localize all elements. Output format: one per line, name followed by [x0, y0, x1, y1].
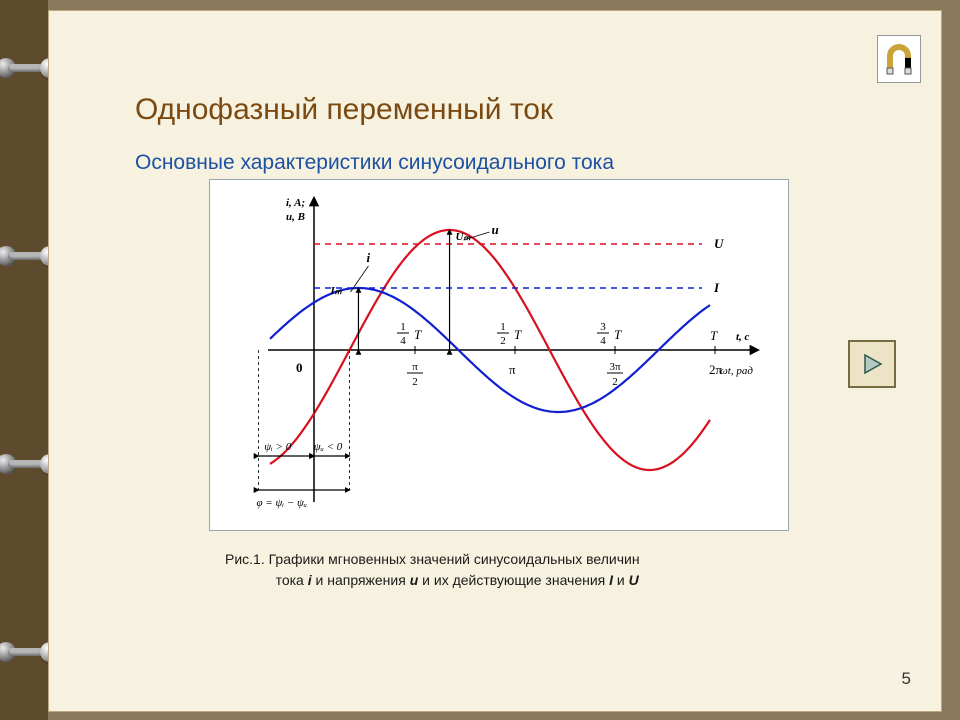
home-button[interactable] — [877, 35, 921, 83]
caption-u: u — [410, 572, 419, 588]
svg-text:T: T — [710, 328, 718, 343]
binder-ring — [0, 440, 48, 488]
page-number: 5 — [902, 669, 911, 689]
binder-ring — [0, 628, 48, 676]
binder-ring — [0, 232, 48, 280]
svg-text:3: 3 — [600, 321, 606, 333]
svg-text:ψᵢ > 0: ψᵢ > 0 — [264, 441, 291, 453]
svg-text:4: 4 — [400, 335, 406, 347]
svg-text:ψᵤ < 0: ψᵤ < 0 — [314, 441, 343, 453]
svg-text:Uₘ: Uₘ — [456, 231, 472, 243]
caption-l2a: тока — [276, 572, 308, 588]
sinusoid-chart: i, A;u, В014T12T34TTπ2π3π22πt, сωt, радU… — [209, 179, 789, 531]
svg-text:0: 0 — [296, 360, 303, 375]
svg-text:4: 4 — [600, 335, 606, 347]
svg-text:T: T — [414, 327, 422, 342]
svg-text:u, В: u, В — [286, 211, 305, 223]
binder-ring — [0, 44, 48, 92]
caption-prefix: Рис.1. — [225, 551, 269, 567]
play-icon — [859, 351, 885, 377]
svg-text:U: U — [714, 236, 724, 251]
svg-text:2: 2 — [412, 376, 418, 388]
svg-text:i, A;: i, A; — [286, 197, 305, 209]
binder-strip — [0, 0, 48, 720]
svg-text:T: T — [614, 327, 622, 342]
caption-line1: Графики мгновенных значений синусоидальн… — [269, 551, 640, 567]
caption-l2b: и напряжения — [312, 572, 410, 588]
page-title: Однофазный переменный ток — [135, 93, 553, 127]
figure-caption: Рис.1. Графики мгновенных значений синус… — [225, 549, 785, 591]
svg-text:u: u — [492, 222, 499, 237]
page-subtitle: Основные характеристики синусоидального … — [135, 151, 614, 175]
svg-text:t, с: t, с — [736, 331, 750, 343]
svg-text:T: T — [514, 327, 522, 342]
svg-text:φ = ψᵢ − ψᵤ: φ = ψᵢ − ψᵤ — [256, 497, 307, 509]
svg-text:1: 1 — [500, 321, 506, 333]
caption-and: и — [613, 572, 629, 588]
slide-body: Однофазный переменный ток Основные харак… — [48, 10, 942, 712]
svg-text:1: 1 — [400, 321, 406, 333]
caption-l2c: и их действующие значения — [418, 572, 609, 588]
svg-text:π: π — [412, 361, 418, 373]
svg-text:ωt, рад: ωt, рад — [720, 365, 753, 377]
svg-text:i: i — [366, 250, 370, 265]
svg-text:2: 2 — [500, 335, 506, 347]
svg-text:2: 2 — [612, 376, 618, 388]
slide-outer: Однофазный переменный ток Основные харак… — [0, 0, 960, 720]
next-button[interactable] — [848, 340, 896, 388]
horseshoe-magnet-icon — [884, 42, 914, 76]
svg-text:3π: 3π — [609, 361, 621, 373]
svg-text:I: I — [713, 280, 720, 295]
caption-U: U — [629, 572, 639, 588]
svg-text:π: π — [509, 362, 516, 377]
svg-text:Iₘ: Iₘ — [329, 285, 342, 297]
